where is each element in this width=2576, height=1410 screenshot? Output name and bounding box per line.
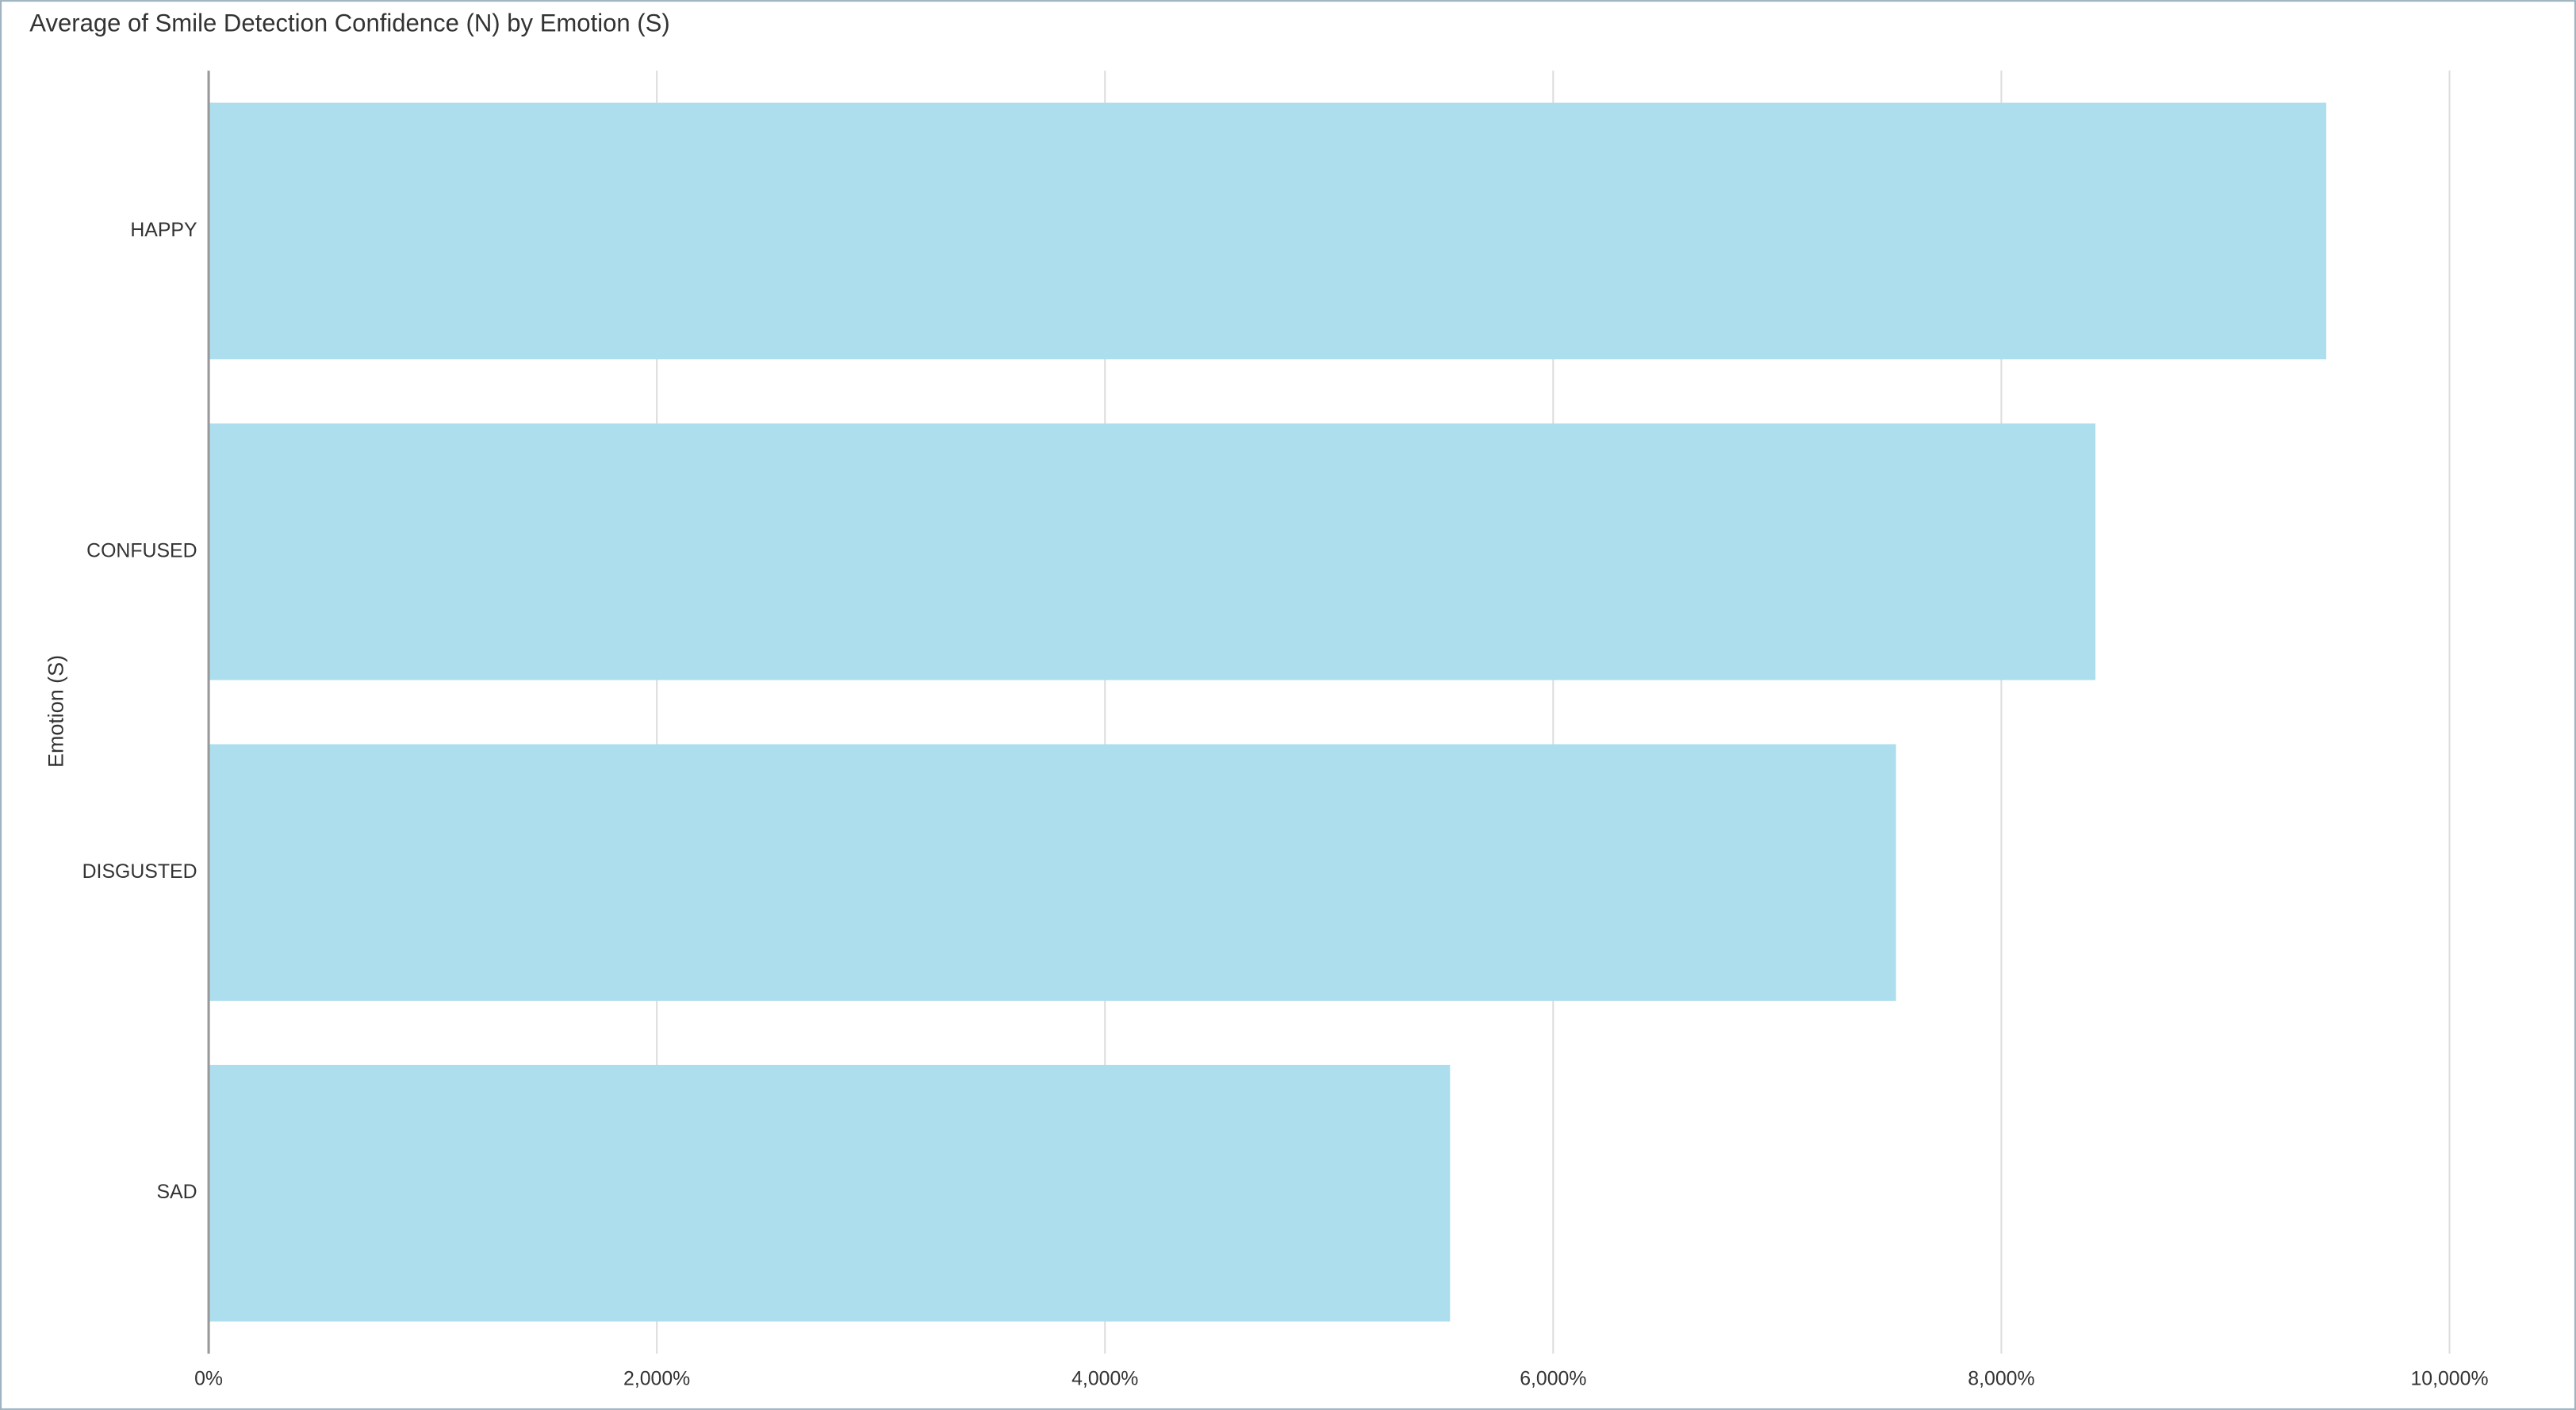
x-tick-label: 2,000% — [623, 1369, 690, 1390]
x-tick-label: 10,000% — [2410, 1369, 2488, 1390]
x-tick-label: 8,000% — [1968, 1369, 2034, 1390]
bar — [209, 423, 2096, 680]
y-tick-label: SAD — [156, 1182, 197, 1203]
x-tick-label: 4,000% — [1071, 1369, 1138, 1390]
x-tick-label: 6,000% — [1520, 1369, 1586, 1390]
y-axis-label: Emotion (S) — [44, 655, 68, 768]
x-tick-label: 0% — [194, 1369, 223, 1390]
y-tick-label: CONFUSED — [86, 540, 197, 561]
chart-title: Average of Smile Detection Confidence (N… — [29, 9, 669, 36]
bar — [209, 744, 1896, 1002]
y-tick-label: DISGUSTED — [82, 861, 197, 883]
bar — [209, 1064, 1451, 1322]
y-tick-label: HAPPY — [130, 220, 197, 241]
bar — [209, 102, 2327, 360]
